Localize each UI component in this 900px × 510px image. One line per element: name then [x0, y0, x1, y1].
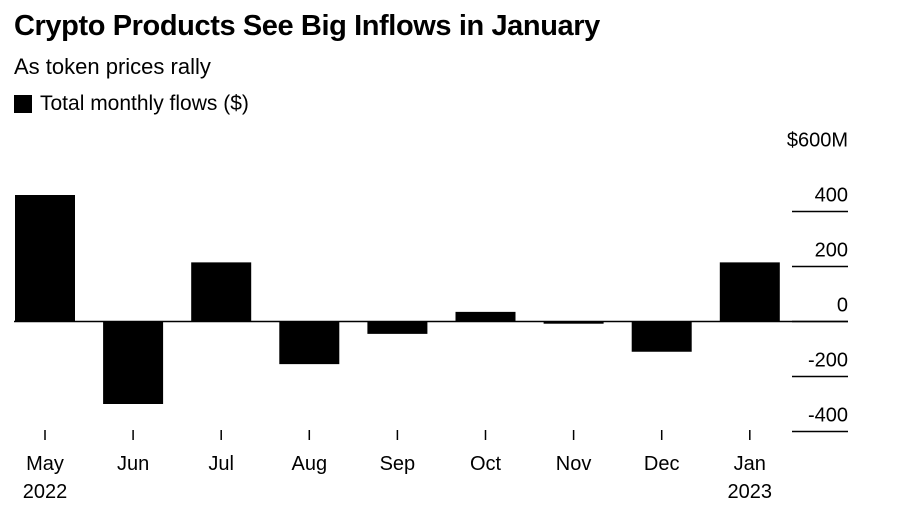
x-tick-label: Jan	[734, 453, 766, 475]
x-tick-label: Jul	[208, 453, 234, 475]
x-tick-label: May	[26, 453, 64, 475]
x-tick-label: Aug	[292, 453, 328, 475]
chart-title: Crypto Products See Big Inflows in Janua…	[14, 10, 600, 42]
legend: Total monthly flows ($)	[14, 92, 249, 116]
legend-swatch	[14, 95, 32, 113]
bar	[191, 262, 252, 322]
bar	[367, 321, 428, 334]
chart-subtitle: As token prices rally	[14, 54, 211, 79]
y-tick-label: $600M	[787, 130, 848, 152]
x-tick-year-label: 2023	[728, 481, 773, 503]
bar	[103, 321, 164, 404]
y-tick-label: 200	[815, 240, 848, 262]
x-tick-label: Dec	[644, 453, 680, 475]
bar	[279, 321, 340, 365]
y-tick-label: -200	[808, 350, 848, 372]
x-tick-label: Jun	[117, 453, 149, 475]
y-tick-label: 0	[837, 295, 848, 317]
x-tick-year-label: 2022	[23, 481, 68, 503]
bar	[543, 321, 604, 324]
y-tick-label: 400	[815, 185, 848, 207]
bar	[455, 311, 516, 322]
x-tick-label: Sep	[380, 453, 416, 475]
legend-label: Total monthly flows ($)	[40, 92, 249, 115]
x-tick-label: Nov	[556, 453, 592, 475]
bar	[15, 195, 75, 322]
x-tick-label: Oct	[470, 453, 502, 475]
bar	[631, 321, 692, 352]
bar	[719, 262, 780, 322]
y-tick-label: -400	[808, 405, 848, 427]
